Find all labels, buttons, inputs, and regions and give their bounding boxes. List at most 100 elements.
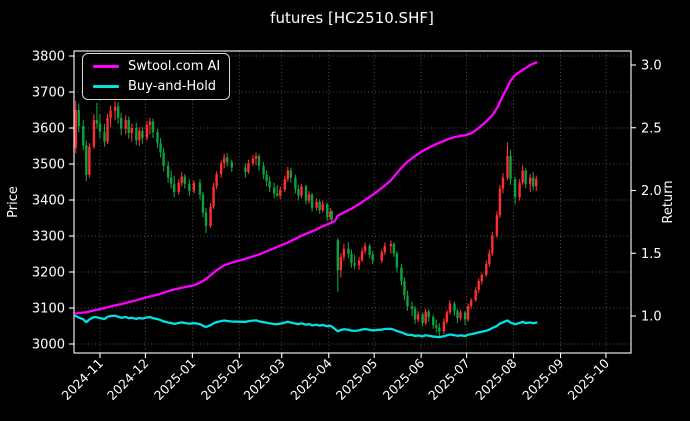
candle-body [286, 170, 290, 180]
candle-body [315, 201, 318, 208]
candle-body [159, 143, 162, 153]
candle-body [294, 177, 297, 190]
y-left-tick-label: 3700 [32, 86, 65, 101]
candle-body [124, 120, 127, 129]
candle-body [215, 174, 218, 187]
x-tick-label: 2025-03 [240, 356, 288, 404]
candle-body [226, 157, 229, 163]
axis-ticks [69, 55, 636, 358]
candle-body [532, 177, 535, 187]
candle-body [406, 295, 409, 307]
candle-body [330, 211, 333, 220]
candle-body [453, 303, 456, 311]
candle-body [145, 125, 149, 139]
y-right-tick-label: 2.5 [641, 121, 662, 136]
candle-body [432, 317, 435, 326]
candle-body [350, 254, 353, 263]
y-right-tick-label: 3.0 [641, 59, 662, 74]
candle-body [360, 251, 364, 261]
candle-body [257, 156, 261, 166]
y-left-tick-label: 3500 [32, 158, 65, 173]
candle-body [442, 321, 446, 332]
y-left-tick-label: 3300 [32, 230, 65, 245]
candle-body [535, 179, 538, 187]
candle-body [141, 130, 144, 139]
candle-body [244, 167, 247, 172]
candle-body [529, 177, 532, 184]
candle-body [92, 120, 96, 147]
candle-body [438, 327, 441, 332]
candle-body [283, 179, 286, 190]
candle-body [329, 211, 332, 218]
candle-body [524, 170, 527, 184]
x-tick-label: 2025-01 [151, 356, 199, 404]
candle-body [198, 182, 202, 195]
candle-body [156, 132, 159, 144]
plot-border [73, 50, 632, 354]
candle-body [74, 110, 77, 148]
candle-body [513, 179, 517, 198]
x-tick-label: 2024-11 [59, 356, 107, 404]
candle-body [279, 189, 282, 196]
candle-body [204, 212, 208, 226]
candle-body [413, 308, 417, 320]
candle-body [201, 194, 205, 213]
candlesticks [74, 101, 538, 337]
candle-body [363, 246, 367, 252]
candle-body [113, 106, 117, 111]
candle-body [389, 243, 393, 247]
x-tick-label: 2025-06 [380, 355, 428, 403]
candle-body [491, 235, 494, 254]
candle-body [463, 312, 467, 320]
candle-body [326, 204, 329, 218]
candle-body [480, 274, 483, 281]
y-right-tick-label: 1.5 [641, 247, 662, 262]
candle-body [485, 264, 488, 275]
candle-body [371, 254, 374, 261]
candle-body [172, 183, 176, 193]
gridlines [74, 51, 631, 353]
candle-body [177, 182, 180, 193]
candle-body [268, 181, 271, 188]
candle-body [501, 177, 505, 189]
candle-body [272, 187, 276, 194]
candle-body [109, 110, 112, 118]
legend-item-ai: Swtool.com AI [93, 60, 229, 73]
candle-body [130, 128, 133, 134]
candle-body [85, 145, 88, 175]
candle-body [300, 186, 303, 196]
candle-body [466, 306, 470, 320]
x-tick-label: 2025-02 [198, 356, 246, 404]
candle-body [357, 260, 361, 266]
x-tick-label: 2025-04 [287, 355, 335, 403]
candle-body [410, 306, 414, 309]
candle-body [336, 240, 340, 271]
ai-line-label: Swtool.com AI [128, 59, 221, 74]
candle-body [88, 146, 91, 175]
candle-body [222, 157, 226, 164]
candle-body [151, 121, 155, 133]
x-tick-label: 2025-05 [333, 356, 381, 404]
candle-body [166, 165, 170, 178]
candle-body [456, 310, 459, 319]
candle-body [230, 162, 233, 168]
legend-item-bh: Buy-and-Hold [93, 80, 229, 93]
candle-body [289, 170, 293, 178]
candle-body [297, 189, 300, 196]
candle-body [521, 170, 524, 183]
x-tick-label: 2024-12 [104, 356, 152, 404]
candle-body [254, 156, 258, 159]
y-right-tick-label: 1.0 [641, 310, 662, 325]
candle-body [276, 193, 279, 196]
candle-body [403, 281, 406, 296]
candle-body [392, 243, 396, 254]
candle-body [192, 182, 196, 191]
candle-body [469, 300, 473, 307]
ai-line-swatch [93, 65, 119, 68]
candle-body [339, 256, 343, 271]
candle-body [169, 177, 173, 184]
x-tick-label: 2025-10 [565, 355, 613, 403]
y-right-axis-label: Return [661, 180, 676, 223]
